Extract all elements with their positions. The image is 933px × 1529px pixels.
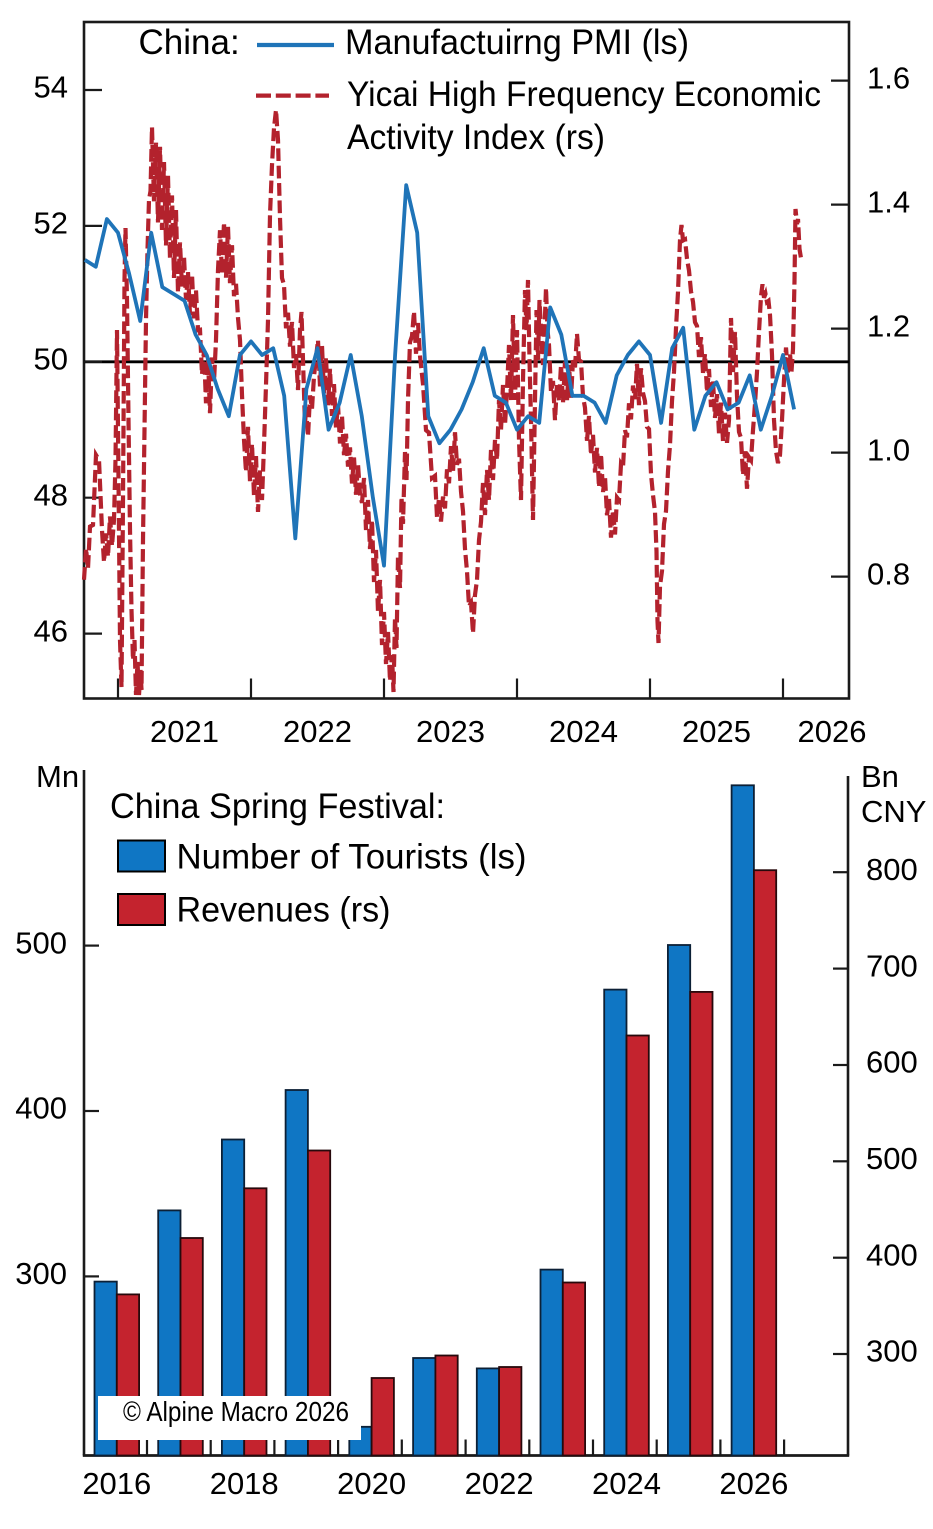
svg-text:400: 400 — [15, 1091, 67, 1126]
svg-text:Manufactuirng PMI (ls): Manufactuirng PMI (ls) — [345, 23, 689, 62]
svg-text:2022: 2022 — [465, 1466, 534, 1501]
svg-text:1.4: 1.4 — [867, 184, 910, 219]
svg-text:2022: 2022 — [283, 714, 352, 749]
svg-text:1.0: 1.0 — [867, 432, 910, 467]
svg-text:2021: 2021 — [150, 714, 219, 749]
svg-text:Yicai High Frequency Economic: Yicai High Frequency Economic — [347, 75, 821, 114]
svg-text:500: 500 — [866, 1141, 918, 1176]
svg-text:600: 600 — [866, 1045, 918, 1080]
svg-text:2023: 2023 — [416, 714, 485, 749]
svg-text:China Spring Festival:: China Spring Festival: — [110, 787, 445, 826]
svg-text:300: 300 — [866, 1334, 918, 1369]
svg-text:2018: 2018 — [210, 1466, 279, 1501]
svg-text:400: 400 — [866, 1237, 918, 1272]
svg-text:Mn: Mn — [36, 759, 79, 794]
svg-text:500: 500 — [15, 925, 67, 960]
svg-text:48: 48 — [34, 477, 68, 512]
svg-text:800: 800 — [866, 852, 918, 887]
svg-text:2026: 2026 — [798, 714, 867, 749]
svg-text:700: 700 — [866, 948, 918, 983]
svg-text:Bn: Bn — [861, 759, 899, 794]
svg-text:Revenues (rs): Revenues (rs) — [177, 891, 391, 930]
svg-text:2024: 2024 — [549, 714, 618, 749]
svg-text:2020: 2020 — [337, 1466, 406, 1501]
svg-text:46: 46 — [34, 613, 68, 648]
svg-text:2025: 2025 — [682, 714, 751, 749]
svg-text:0.8: 0.8 — [867, 556, 910, 591]
svg-text:China:: China: — [139, 23, 240, 62]
svg-text:CNY: CNY — [861, 794, 926, 829]
svg-text:1.6: 1.6 — [867, 60, 910, 95]
svg-text:50: 50 — [34, 342, 68, 377]
svg-text:52: 52 — [34, 206, 68, 241]
svg-text:54: 54 — [34, 70, 68, 105]
svg-text:1.2: 1.2 — [867, 308, 910, 343]
svg-text:Number of Tourists (ls): Number of Tourists (ls) — [177, 838, 527, 877]
svg-text:300: 300 — [15, 1256, 67, 1291]
svg-text:2026: 2026 — [719, 1466, 788, 1501]
svg-text:2024: 2024 — [592, 1466, 661, 1501]
svg-text:Activity Index (rs): Activity Index (rs) — [347, 118, 605, 157]
svg-text:2016: 2016 — [82, 1466, 151, 1501]
svg-text:© Alpine Macro 2026: © Alpine Macro 2026 — [123, 1396, 349, 1427]
